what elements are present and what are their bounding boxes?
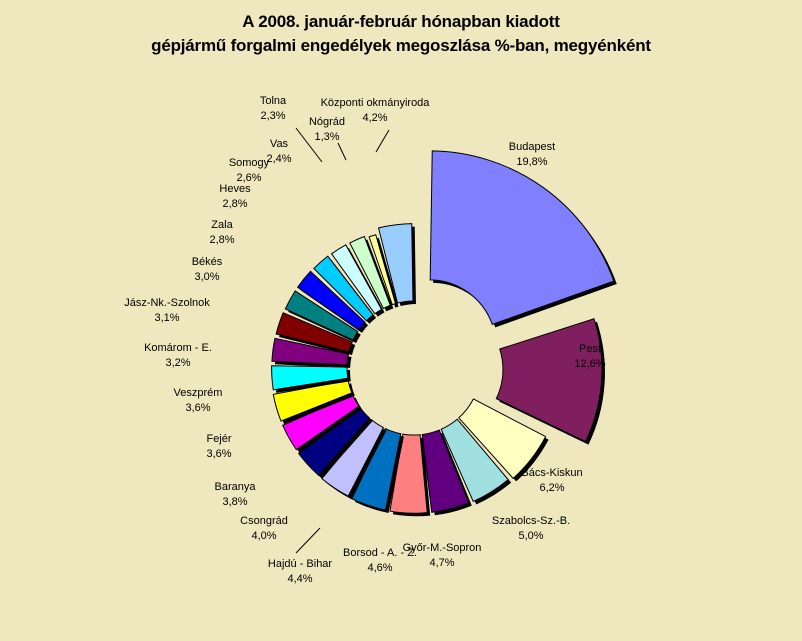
pie-slice-13 — [275, 312, 353, 353]
pie-slice-12 — [271, 337, 350, 366]
pie-slice-3 — [440, 418, 509, 503]
pie-slice-20 — [377, 223, 414, 304]
leader-line-2 — [375, 129, 390, 153]
slice-label-11: Komárom - E. — [144, 342, 212, 354]
pie-slice-18 — [349, 235, 391, 310]
pie-slice-17 — [330, 244, 383, 315]
slice-value-label-13: 3,0% — [194, 271, 219, 283]
slice-value-label-6: 4,4% — [287, 573, 312, 585]
pie-slice-4 — [421, 429, 470, 513]
slice-value-label-20: 4,2% — [362, 112, 387, 124]
slice-label-1: Pest — [579, 343, 601, 355]
slice-label-4: Győr-M.-Sopron — [403, 542, 482, 554]
chart-title-line-2: gépjármű forgalmi engedélyek megoszlása … — [151, 36, 651, 55]
slice-value-label-12: 3,1% — [154, 312, 179, 324]
slice-value-label-17: 2,4% — [266, 153, 291, 165]
slice-value-label-16: 2,6% — [236, 172, 261, 184]
pie-slice-16 — [313, 255, 374, 322]
slice-label-12: Jász-Nk.-Szolnok — [124, 297, 210, 309]
slice-value-label-1: 12,6% — [574, 358, 605, 370]
slice-value-label-5: 4,6% — [367, 562, 392, 574]
pie-slice-5 — [389, 433, 428, 514]
slice-label-13: Békés — [192, 256, 223, 268]
slice-value-label-14: 2,8% — [209, 234, 234, 246]
slice-value-label-8: 3,8% — [222, 496, 247, 508]
slice-value-label-3: 5,0% — [518, 530, 543, 542]
slice-value-label-10: 3,6% — [185, 402, 210, 414]
chart-title-line-1: A 2008. január-február hónapban kiadott — [242, 12, 560, 31]
slice-label-16: Somogy — [229, 157, 270, 169]
slice-label-6: Hajdú - Bihar — [268, 558, 333, 570]
slice-value-label-19: 1,3% — [314, 131, 339, 143]
slice-label-0: Budapest — [509, 141, 555, 153]
pie-slice-0 — [429, 150, 615, 326]
slice-value-label-2: 6,2% — [539, 482, 564, 494]
slice-value-label-15: 2,8% — [222, 198, 247, 210]
slice-label-9: Fejér — [206, 433, 231, 445]
pie-slice-10 — [272, 379, 353, 422]
slice-label-19: Nógrád — [309, 116, 345, 128]
pie-slice-19 — [368, 234, 397, 306]
slice-label-20: Központi okmányiroda — [321, 97, 431, 109]
slice-label-2: Bács-Kiskun — [521, 467, 582, 479]
slice-value-label-4: 4,7% — [429, 557, 454, 569]
slice-value-label-0: 19,8% — [516, 156, 547, 168]
slice-value-label-18: 2,3% — [260, 110, 285, 122]
slice-label-17: Vas — [270, 138, 289, 150]
slice-label-7: Csongrád — [240, 515, 288, 527]
leader-line-3 — [295, 527, 321, 554]
pie-slice-7 — [321, 418, 385, 497]
slice-label-5: Borsod - A. - Z. — [343, 547, 417, 559]
pie-slice-14 — [284, 290, 359, 341]
slice-label-14: Zala — [211, 219, 233, 231]
pie-slice-6 — [351, 427, 402, 511]
pie-slice-15 — [296, 270, 366, 331]
pie-slice-1 — [495, 318, 603, 443]
slice-value-label-7: 4,0% — [251, 530, 276, 542]
slice-value-label-11: 3,2% — [165, 357, 190, 369]
pie-slice-11 — [271, 365, 349, 391]
slice-label-10: Veszprém — [174, 387, 223, 399]
leader-line-0 — [295, 127, 323, 163]
slice-label-18: Tolna — [260, 95, 287, 107]
slice-label-15: Heves — [219, 183, 251, 195]
slice-label-3: Szabolcs-Sz.-B. — [492, 515, 570, 527]
pie-slice-9 — [282, 394, 360, 451]
leader-line-1 — [337, 142, 347, 161]
slice-label-8: Baranya — [215, 481, 257, 493]
pie-slice-2 — [458, 398, 547, 480]
slice-value-label-9: 3,6% — [206, 448, 231, 460]
pie-slice-8 — [297, 407, 371, 477]
